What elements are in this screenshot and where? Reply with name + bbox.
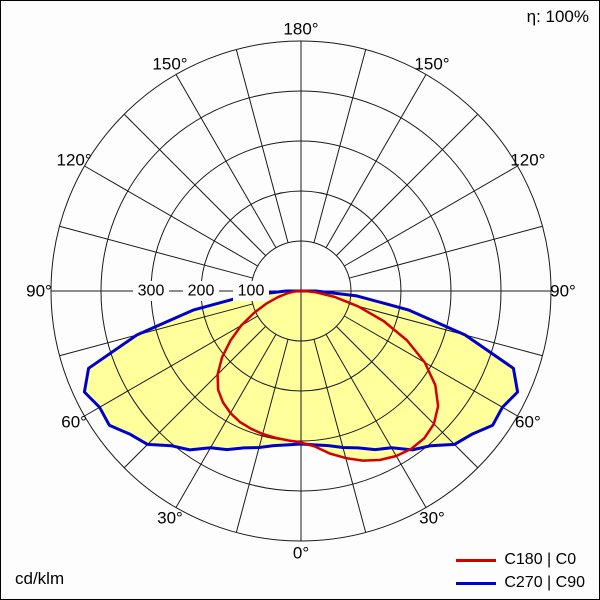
angle-label: 60° [61, 413, 87, 432]
radial-label-bg [183, 281, 219, 301]
angle-label: 90° [550, 282, 576, 301]
grid-spoke [84, 165, 258, 267]
grid-spoke [349, 225, 543, 279]
grid-spoke [325, 334, 427, 508]
grid-spoke [344, 165, 518, 267]
angle-label: 180° [283, 20, 318, 39]
legend: C180 | C0 C270 | C90 [456, 551, 585, 592]
grid-spoke [313, 339, 367, 533]
angle-label: 60° [515, 413, 541, 432]
legend-line-red [456, 558, 497, 562]
curve-c270-c90 [82, 289, 520, 452]
grid-spoke [313, 49, 367, 243]
radial-label: 100 [238, 283, 265, 300]
axis-labels: 0° 30° 30° 60° 60° 90° 90° 120° 120° 150° 150° 180°… [26, 20, 576, 563]
legend-label-c270-c90: C270 | C90 [504, 574, 585, 591]
efficiency-label: η: 100% [526, 7, 589, 26]
radial-label: 300 [138, 283, 165, 300]
legend-label-c180-c0: C180 | C0 [504, 551, 577, 568]
angle-label: 30° [419, 508, 445, 527]
grid-spoke [175, 74, 277, 248]
angle-label: 120° [57, 151, 92, 170]
unit-label: cd/klm [15, 569, 65, 588]
legend-item-c270-c90: C270 | C90 [456, 574, 585, 592]
grid-spoke [59, 303, 253, 357]
angle-label: 150° [414, 55, 449, 74]
grid-spoke [84, 315, 258, 417]
curves [82, 289, 520, 462]
grid-spoke [325, 74, 427, 248]
grid-spoke [344, 315, 518, 417]
grid-spoke [336, 113, 479, 256]
grid-spoke [59, 225, 253, 279]
grid-spoke [175, 334, 277, 508]
angle-label: 120° [510, 151, 545, 170]
curve-c180-c0 [216, 289, 440, 462]
radial-label-bg [133, 281, 169, 301]
grid-spoke [349, 303, 543, 357]
radial-label-bg [233, 281, 269, 301]
angle-label: 90° [26, 282, 52, 301]
radial-label: 200 [188, 283, 215, 300]
legend-item-c180-c0: C180 | C0 [456, 551, 585, 569]
grid-spoke [235, 49, 289, 243]
angle-label: 150° [152, 55, 187, 74]
angle-label: 30° [157, 508, 183, 527]
grid-spoke [235, 339, 289, 533]
angle-label: 0° [293, 544, 309, 563]
grid-spoke [123, 113, 266, 256]
legend-line-blue [456, 581, 497, 585]
